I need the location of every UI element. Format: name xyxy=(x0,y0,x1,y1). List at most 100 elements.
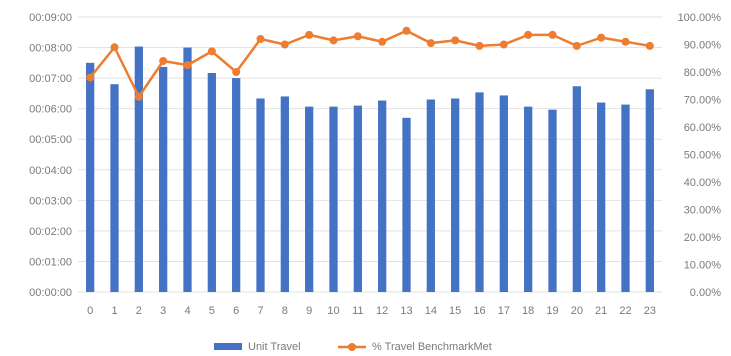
bar xyxy=(475,92,484,293)
x-tick-label: 12 xyxy=(376,305,388,317)
bar xyxy=(86,62,95,293)
x-tick-label: 15 xyxy=(449,305,461,317)
line-point xyxy=(499,40,508,49)
x-tick-label: 1 xyxy=(111,305,117,317)
x-tick-label: 0 xyxy=(87,305,93,317)
line-point xyxy=(280,40,289,49)
x-tick-label: 3 xyxy=(160,305,166,317)
y-left-tick-label: 00:08:00 xyxy=(29,43,72,55)
line-point xyxy=(451,36,460,45)
y-right-tick-label: 90.00% xyxy=(684,40,722,52)
x-tick-label: 22 xyxy=(619,305,631,317)
x-tick-label: 19 xyxy=(546,305,558,317)
x-tick-label: 21 xyxy=(595,305,607,317)
bar xyxy=(402,117,411,292)
left-axis: 00:00:00 00:01:00 00:02:00 00:03:00 00:04:00… xyxy=(29,12,72,299)
line-point xyxy=(597,33,606,42)
x-axis: 0 1 2 3 4 5 6 7 8 9 10 11 12 13 14 15 16 17 18 19 20 21 22 23 xyxy=(87,305,656,317)
series-line xyxy=(89,29,651,98)
bar xyxy=(280,96,289,292)
bar xyxy=(110,84,119,292)
line-point xyxy=(256,35,265,43)
line-point xyxy=(86,73,95,82)
x-tick-label: 11 xyxy=(352,305,363,317)
line-point xyxy=(475,41,484,50)
right-axis: 0.00% 10.00% 20.00% 30.00% 40.00% 50.00% 60.00… xyxy=(678,12,722,299)
bar xyxy=(353,105,362,292)
line-series xyxy=(86,26,654,101)
y-left-tick-label: 00:04:00 xyxy=(29,165,72,177)
x-tick-label: 17 xyxy=(498,305,510,317)
legend-label-unit-travel: Unit Travel xyxy=(248,341,301,353)
x-tick-label: 18 xyxy=(522,305,534,317)
legend-label-benchmark: % Travel BenchmarkMet xyxy=(372,341,492,353)
x-tick-label: 5 xyxy=(209,305,215,317)
y-right-tick-label: 50.00% xyxy=(684,150,722,162)
x-tick-label: 4 xyxy=(184,305,190,317)
line-point xyxy=(402,26,411,35)
x-tick-label: 2 xyxy=(136,305,142,317)
line-point xyxy=(524,30,533,39)
line-point xyxy=(183,61,192,70)
bar xyxy=(207,73,216,292)
legend-swatch-benchmark-marker xyxy=(348,343,356,351)
bar xyxy=(548,109,557,293)
line-point xyxy=(329,36,338,45)
x-tick-label: 8 xyxy=(282,305,288,317)
line-point xyxy=(645,41,654,50)
y-left-tick-label: 00:05:00 xyxy=(29,134,72,146)
x-tick-label: 10 xyxy=(327,305,339,317)
y-right-tick-label: 20.00% xyxy=(684,232,722,244)
line-point xyxy=(232,68,241,76)
line-point xyxy=(378,37,387,46)
line-point xyxy=(159,57,168,65)
y-right-tick-label: 80.00% xyxy=(684,67,722,79)
bar-series xyxy=(86,46,654,293)
bar xyxy=(305,106,314,292)
bar xyxy=(426,99,435,292)
x-tick-label: 23 xyxy=(644,305,656,317)
y-right-tick-label: 10.00% xyxy=(684,260,722,272)
bar xyxy=(134,46,143,293)
bar xyxy=(378,100,387,292)
bar xyxy=(597,102,606,292)
line-point xyxy=(621,37,630,46)
y-right-tick-label: 30.00% xyxy=(684,205,722,217)
bar xyxy=(572,86,581,292)
y-right-tick-label: 60.00% xyxy=(684,122,722,134)
y-right-tick-label: 40.00% xyxy=(684,177,722,189)
line-point xyxy=(548,30,557,39)
y-right-tick-label: 70.00% xyxy=(684,95,722,107)
x-tick-label: 20 xyxy=(571,305,583,317)
bar xyxy=(232,78,241,292)
line-point xyxy=(572,41,581,50)
bar xyxy=(645,89,654,292)
line-point xyxy=(353,32,362,41)
bar xyxy=(256,98,265,293)
bar xyxy=(524,106,533,292)
line-point xyxy=(426,39,435,48)
line-point xyxy=(207,47,216,56)
x-tick-label: 13 xyxy=(400,305,412,317)
gridlines xyxy=(78,16,662,293)
legend-swatch-unit-travel xyxy=(214,343,242,350)
y-left-tick-label: 00:03:00 xyxy=(29,195,72,207)
x-tick-label: 14 xyxy=(425,305,437,317)
y-left-tick-label: 00:09:00 xyxy=(29,12,72,24)
line-point xyxy=(305,30,314,39)
bar xyxy=(329,106,338,292)
x-tick-label: 9 xyxy=(306,305,312,317)
line-point xyxy=(134,92,143,101)
line-point xyxy=(110,43,119,52)
y-left-tick-label: 00:07:00 xyxy=(29,73,72,85)
y-left-tick-label: 00:02:00 xyxy=(29,226,72,238)
bar xyxy=(499,95,508,292)
x-tick-label: 6 xyxy=(233,305,239,317)
y-right-tick-label: 100.00% xyxy=(678,12,722,24)
bar xyxy=(159,66,168,292)
y-left-tick-label: 00:00:00 xyxy=(29,287,72,299)
legend: Unit Travel % Travel BenchmarkMet xyxy=(214,341,492,353)
bar xyxy=(451,98,460,293)
y-left-tick-label: 00:01:00 xyxy=(29,256,72,268)
